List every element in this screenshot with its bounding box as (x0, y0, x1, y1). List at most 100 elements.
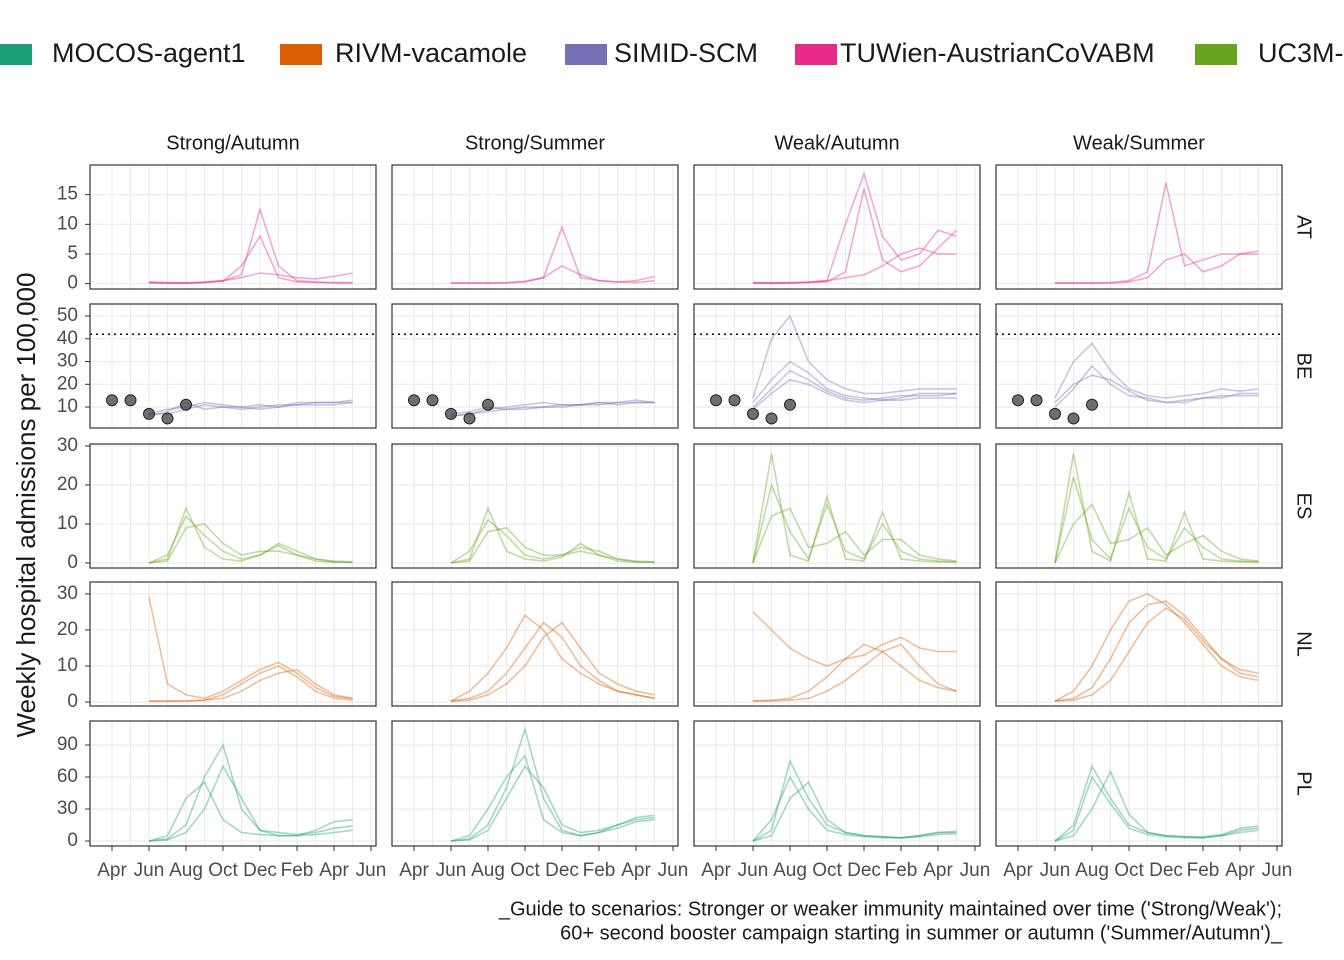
y-tick-label: 0 (67, 552, 78, 573)
y-tick-label: 30 (57, 351, 78, 372)
trajectory (450, 614, 655, 702)
caption: 60+ second booster campaign starting in … (560, 922, 1283, 944)
trajectory (1054, 476, 1259, 564)
x-tick-label: Feb (885, 860, 918, 881)
y-tick-label: 5 (67, 243, 78, 264)
y-tick-label: 20 (57, 474, 78, 495)
observed-point (1049, 407, 1061, 420)
y-tick-label: 10 (57, 655, 78, 676)
x-tick-label: Apr (701, 860, 731, 881)
trajectory (450, 401, 655, 417)
trajectory (1055, 250, 1259, 284)
x-tick-label: Feb (1187, 860, 1220, 881)
y-axis-label: Weekly hospital admissions per 100,000 (11, 273, 41, 738)
observed-point (124, 394, 137, 407)
panel-border (693, 443, 981, 569)
trajectory (752, 369, 957, 408)
row-label: ES (1293, 493, 1315, 520)
observed-point (408, 394, 420, 407)
legend-swatch (1195, 44, 1237, 65)
observed-point (784, 398, 796, 411)
trajectory (451, 264, 655, 284)
row-label: BE (1293, 353, 1315, 380)
y-tick-label: 60 (57, 766, 78, 787)
panel-border (89, 164, 377, 290)
x-tick-label: Apr (1003, 860, 1033, 881)
strip-label: Weak/Autumn (774, 132, 899, 154)
panel-border (693, 581, 981, 707)
observed-point (728, 394, 741, 407)
trajectory (752, 360, 957, 404)
x-tick-label: Aug (1075, 860, 1109, 881)
y-tick-label: 0 (67, 691, 78, 712)
observed-point (765, 412, 778, 425)
legend-swatch (795, 44, 837, 65)
trajectory (450, 726, 655, 842)
trajectory (148, 506, 353, 564)
panel-background (392, 304, 678, 428)
strip-label: Strong/Summer (465, 132, 605, 154)
panel-border (391, 443, 679, 569)
legend-swatch (280, 44, 322, 65)
trajectory (752, 482, 957, 564)
panel-border (693, 303, 981, 429)
observed-point (1012, 394, 1024, 407)
trajectory (752, 171, 957, 284)
panel-background (90, 721, 376, 846)
trajectory (450, 764, 655, 842)
y-tick-label: 10 (57, 513, 78, 534)
trajectory (148, 523, 353, 564)
trajectory (753, 188, 958, 284)
observed-point (482, 398, 494, 411)
trajectory (450, 506, 655, 564)
trajectory (450, 399, 655, 417)
panel-background (996, 304, 1282, 428)
x-tick-label: Jun (738, 860, 769, 881)
observed-point (710, 394, 722, 407)
trajectory (148, 781, 353, 842)
row-label: NL (1293, 631, 1315, 657)
trajectory (1054, 769, 1259, 842)
trajectory (752, 643, 957, 702)
trajectory (148, 764, 353, 842)
trajectory (753, 247, 957, 284)
panel-border (391, 303, 679, 429)
legend-label: UC3M- (1258, 38, 1344, 68)
observed-point (1086, 398, 1098, 411)
panel-border (995, 443, 1283, 569)
panel-border (693, 720, 981, 847)
observed-point (426, 394, 439, 407)
trajectory (148, 206, 353, 284)
x-tick-label: Aug (169, 860, 203, 881)
panel-border (89, 303, 377, 429)
y-tick-label: 0 (67, 830, 78, 851)
trajectory (752, 775, 957, 842)
trajectory (1054, 342, 1259, 399)
observed-point (180, 398, 192, 411)
y-tick-label: 15 (57, 184, 78, 205)
legend-label: SIMID-SCM (614, 38, 758, 68)
x-tick-label: Dec (847, 860, 881, 881)
observed-point (161, 412, 174, 425)
trajectory (149, 401, 353, 415)
panel-background (90, 444, 376, 568)
y-tick-label: 30 (57, 435, 78, 456)
observed-point (106, 394, 118, 407)
x-tick-label: Dec (243, 860, 277, 881)
x-tick-label: Dec (545, 860, 579, 881)
trajectory (450, 526, 655, 564)
panel-background (996, 582, 1282, 706)
trajectory (1054, 764, 1259, 842)
trajectory (149, 668, 353, 703)
trajectory (148, 742, 353, 842)
y-tick-label: 20 (57, 373, 78, 394)
panel-border (995, 303, 1283, 429)
trajectory (1055, 182, 1259, 284)
observed-point (463, 412, 476, 425)
trajectory (148, 597, 353, 700)
panel-background (694, 444, 980, 568)
panel-background (996, 721, 1282, 846)
trajectory (1054, 364, 1259, 408)
panel-background (996, 165, 1282, 289)
